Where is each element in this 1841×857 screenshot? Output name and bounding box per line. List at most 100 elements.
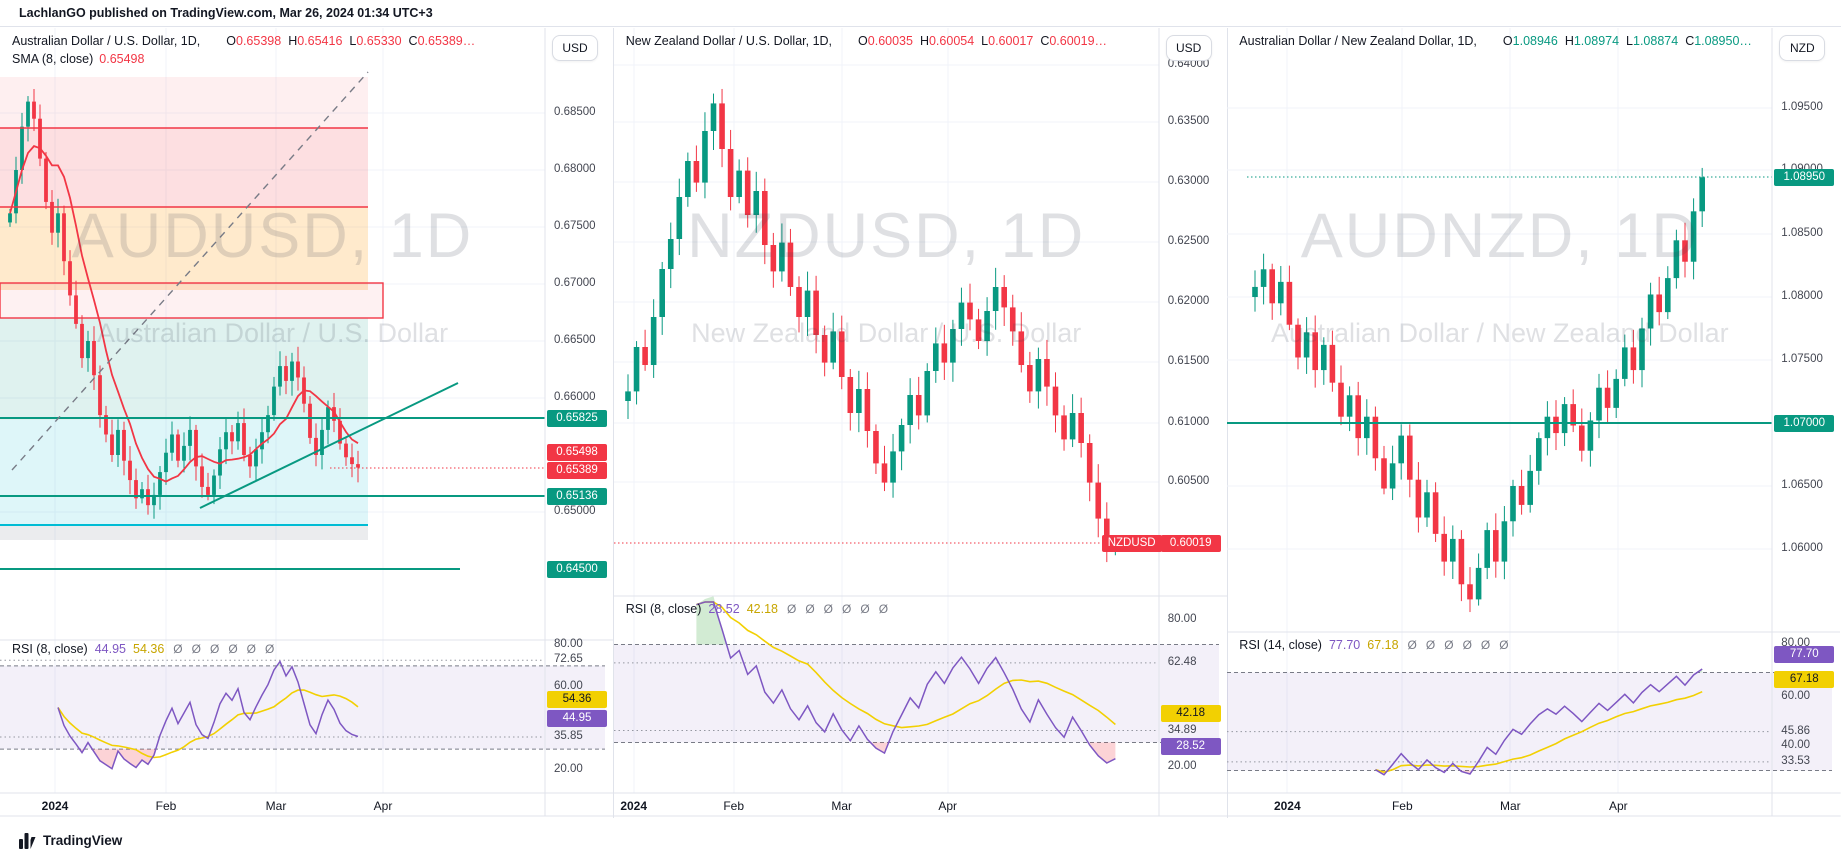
rsi-axis-label[interactable]: 20.00	[1167, 760, 1197, 772]
rsi-badge: 67.18	[1774, 670, 1835, 688]
rsi-value: 44.95	[94, 642, 126, 656]
price-axis-label[interactable]: 1.06000	[1781, 542, 1823, 554]
rsi-value: 77.70	[1328, 638, 1361, 652]
time-axis-label[interactable]: Apr	[373, 799, 393, 813]
time-axis-label[interactable]: Feb	[155, 799, 177, 813]
time-axis-label[interactable]: Apr	[938, 799, 958, 813]
empty-plot-icon: Ø	[265, 642, 275, 656]
empty-plot-icon: Ø	[1480, 638, 1491, 652]
price-axis-label[interactable]: 0.61000	[1167, 416, 1210, 428]
price-axis-label[interactable]: 1.08000	[1781, 290, 1823, 302]
rsi-badge: 44.95	[547, 709, 607, 727]
price-chart-audusd[interactable]	[0, 28, 614, 818]
ohlc-h: H0.65416	[288, 34, 343, 48]
rsi-name: RSI (8, close)	[12, 642, 88, 656]
price-axis-label[interactable]: 1.08500	[1781, 227, 1823, 239]
rsi-axis-label[interactable]: 33.53	[1781, 755, 1811, 767]
empty-plot-icon: Ø	[878, 602, 889, 616]
price-badge: 1.07000	[1774, 414, 1835, 432]
empty-plot-icon: Ø	[842, 602, 852, 616]
price-axis-label[interactable]: 0.67000	[554, 277, 596, 289]
empty-plot-icon: Ø	[1462, 638, 1472, 652]
price-axis-label[interactable]: 0.63000	[1167, 175, 1210, 187]
tradingview-logo-icon[interactable]	[19, 832, 36, 849]
currency-toggle-usd[interactable]: USD	[1165, 35, 1212, 61]
rsi-axis-label[interactable]: 80.00	[1167, 613, 1197, 625]
rsi-legend[interactable]: RSI (8, close) 28.52 42.18 Ø Ø Ø Ø Ø Ø	[626, 602, 888, 616]
rsi-axis-label[interactable]: 40.00	[1781, 739, 1811, 751]
rsi-badge: 54.36	[547, 690, 607, 708]
price-badge: 0.65389	[547, 461, 607, 479]
empty-plot-icon: Ø	[209, 642, 220, 656]
rsi-axis-label[interactable]: 34.89	[1167, 724, 1197, 736]
price-axis-label[interactable]: 0.63500	[1167, 115, 1210, 127]
rsi-legend[interactable]: RSI (8, close) 44.95 54.36 Ø Ø Ø Ø Ø Ø	[12, 642, 274, 656]
rsi-axis-label[interactable]: 72.65	[554, 653, 583, 665]
price-axis-label[interactable]: 0.66500	[554, 334, 596, 346]
ohlc-l: L1.08874	[1626, 34, 1679, 48]
rsi-legend[interactable]: RSI (14, close) 77.70 67.18 Ø Ø Ø Ø Ø Ø	[1239, 638, 1508, 652]
ohlc-l: L0.60017	[981, 34, 1034, 48]
rsi-name: RSI (8, close)	[625, 602, 702, 616]
rsi-axis-label[interactable]: 62.48	[1167, 656, 1197, 668]
ohlc-c: C0.65389…	[408, 34, 476, 48]
price-axis-label[interactable]: 0.67500	[554, 220, 596, 232]
price-badge: 0.65136	[547, 487, 607, 505]
rsi-axis-label[interactable]: 60.00	[1781, 690, 1811, 702]
price-axis-label[interactable]: 0.66000	[554, 391, 596, 403]
price-axis-label[interactable]: 1.06500	[1781, 479, 1823, 491]
price-axis-label[interactable]: 0.62500	[1167, 235, 1210, 247]
rsi-axis-label[interactable]: 80.00	[554, 638, 583, 650]
price-badge: 0.65825	[547, 409, 607, 427]
empty-plot-icon: Ø	[860, 602, 870, 616]
price-axis-label[interactable]: 0.61500	[1167, 355, 1210, 367]
symbol-legend[interactable]: Australian Dollar / New Zealand Dollar, …	[1239, 34, 1759, 48]
price-axis-label[interactable]: 0.68500	[554, 106, 596, 118]
empty-plot-icon: Ø	[191, 642, 201, 656]
empty-plot-icon: Ø	[246, 642, 256, 656]
time-axis-label[interactable]: 2024	[620, 799, 648, 813]
time-axis-label[interactable]: Feb	[1391, 799, 1413, 813]
time-axis-label[interactable]: 2024	[41, 799, 69, 813]
sma-name: SMA (8, close)	[12, 52, 94, 66]
currency-toggle-usd[interactable]: USD	[552, 35, 598, 61]
time-axis-label[interactable]: Mar	[265, 799, 287, 813]
rsi-axis-label[interactable]: 35.85	[554, 730, 583, 742]
rsi-axis-label[interactable]: 60.00	[554, 680, 583, 692]
price-axis-label[interactable]: 0.65000	[554, 505, 596, 517]
sma-value: 0.65498	[99, 52, 145, 66]
ohlc-o: O1.08946	[1502, 34, 1558, 48]
empty-plot-icon: Ø	[786, 602, 797, 616]
price-axis-label[interactable]: 1.07500	[1781, 353, 1823, 365]
price-axis-label[interactable]: 1.09500	[1781, 101, 1823, 113]
symbol-legend[interactable]: Australian Dollar / U.S. Dollar, 1D, O0.6…	[12, 34, 482, 48]
symbol-legend[interactable]: New Zealand Dollar / U.S. Dollar, 1D, O0.…	[626, 34, 1114, 48]
empty-plot-icon: Ø	[823, 602, 833, 616]
price-axis-label[interactable]: 0.64000	[1167, 58, 1210, 70]
rsi-axis-label[interactable]: 20.00	[554, 763, 583, 775]
time-axis-label[interactable]: 2024	[1273, 799, 1301, 813]
empty-plot-icon: Ø	[1425, 638, 1436, 652]
rsi-ma-value: 42.18	[746, 602, 778, 616]
price-axis-label[interactable]: 0.60500	[1167, 475, 1210, 487]
currency-toggle-nzd[interactable]: NZD	[1779, 35, 1826, 61]
price-axis-label[interactable]: 0.62000	[1167, 295, 1210, 307]
price-chart-audnzd[interactable]	[1227, 28, 1841, 818]
footer: TradingView	[0, 824, 1841, 857]
time-axis-label[interactable]: Mar	[831, 799, 853, 813]
rsi-axis-label[interactable]: 45.86	[1781, 725, 1811, 737]
time-axis-label[interactable]: Mar	[1499, 799, 1521, 813]
tradingview-brand[interactable]: TradingView	[43, 833, 123, 848]
price-axis-label[interactable]: 0.68000	[554, 163, 596, 175]
time-axis-label[interactable]: Apr	[1608, 799, 1628, 813]
ohlc-o: O0.60035	[858, 34, 913, 48]
ohlc-h: H0.60054	[919, 34, 975, 48]
sma-legend[interactable]: SMA (8, close) 0.65498	[12, 52, 144, 66]
price-badge: 1.08950	[1774, 168, 1835, 186]
empty-plot-icon: Ø	[228, 642, 238, 656]
time-axis-label[interactable]: Feb	[723, 799, 745, 813]
price-chart-nzdusd[interactable]	[613, 28, 1228, 818]
price-badge: 0.64500	[547, 560, 607, 578]
